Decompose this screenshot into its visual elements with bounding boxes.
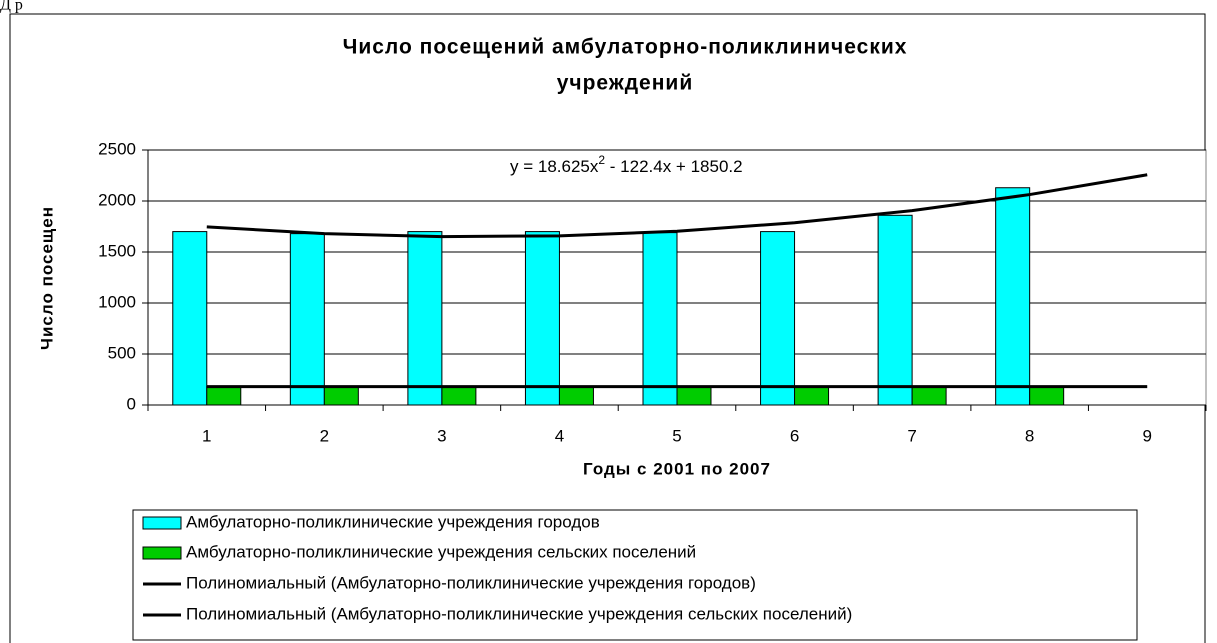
bar bbox=[407, 231, 443, 406]
equation-part: - 122.4x + 1850.2 bbox=[605, 157, 743, 176]
x-tick-label: 9 bbox=[1142, 426, 1151, 445]
bar bbox=[911, 386, 947, 406]
chart-title: Число посещений амбулаторно-поликлиничес… bbox=[343, 36, 908, 59]
bar bbox=[558, 386, 594, 406]
y-tick-label: 500 bbox=[108, 343, 136, 362]
y-tick-label: 2000 bbox=[98, 190, 136, 209]
bar bbox=[642, 232, 678, 406]
legend-label: Амбулаторно-поликлинические учреждения с… bbox=[186, 542, 696, 561]
bar bbox=[995, 187, 1031, 406]
equation-part: 2 bbox=[598, 153, 605, 167]
page-header: Д р bbox=[0, 0, 23, 14]
legend-box bbox=[132, 509, 1138, 641]
x-tick-label: 4 bbox=[555, 426, 564, 445]
bar bbox=[1029, 386, 1065, 406]
x-tick-label: 7 bbox=[907, 426, 916, 445]
x-axis-label: Годы с 2001 по 2007 bbox=[583, 459, 771, 478]
bar bbox=[760, 231, 796, 406]
y-tick-label: 1500 bbox=[98, 241, 136, 260]
bar bbox=[289, 233, 325, 406]
legend-label: Полиномиальный (Амбулаторно-поликлиничес… bbox=[186, 604, 852, 623]
legend-swatch bbox=[142, 516, 182, 530]
x-tick-label: 1 bbox=[202, 426, 211, 445]
y-tick-label: 0 bbox=[127, 394, 136, 413]
legend-label: Полиномиальный (Амбулаторно-поликлиничес… bbox=[186, 573, 756, 592]
y-axis-label: Число посещен bbox=[37, 206, 56, 350]
bar bbox=[676, 386, 712, 406]
bar bbox=[524, 231, 560, 406]
equation-part: y = 18.625x bbox=[510, 157, 599, 176]
trendline bbox=[206, 173, 1148, 239]
bar bbox=[877, 214, 913, 406]
y-tick-label: 1000 bbox=[98, 292, 136, 311]
x-tick-label: 5 bbox=[672, 426, 681, 445]
bar bbox=[172, 231, 208, 406]
x-tick-label: 3 bbox=[437, 426, 446, 445]
x-tick-label: 6 bbox=[790, 426, 799, 445]
x-tick-label: 8 bbox=[1025, 426, 1034, 445]
x-tick-label: 2 bbox=[320, 426, 329, 445]
chart-title: учреждений bbox=[557, 72, 694, 95]
legend-swatch bbox=[142, 546, 182, 560]
y-tick-label: 2500 bbox=[98, 139, 136, 158]
bar bbox=[206, 386, 242, 406]
trend-equation: y = 18.625x2 - 122.4x + 1850.2 bbox=[510, 153, 743, 176]
bar bbox=[323, 386, 359, 406]
bar bbox=[794, 386, 830, 406]
bar bbox=[441, 386, 477, 406]
legend-label: Амбулаторно-поликлинические учреждения г… bbox=[186, 512, 600, 531]
